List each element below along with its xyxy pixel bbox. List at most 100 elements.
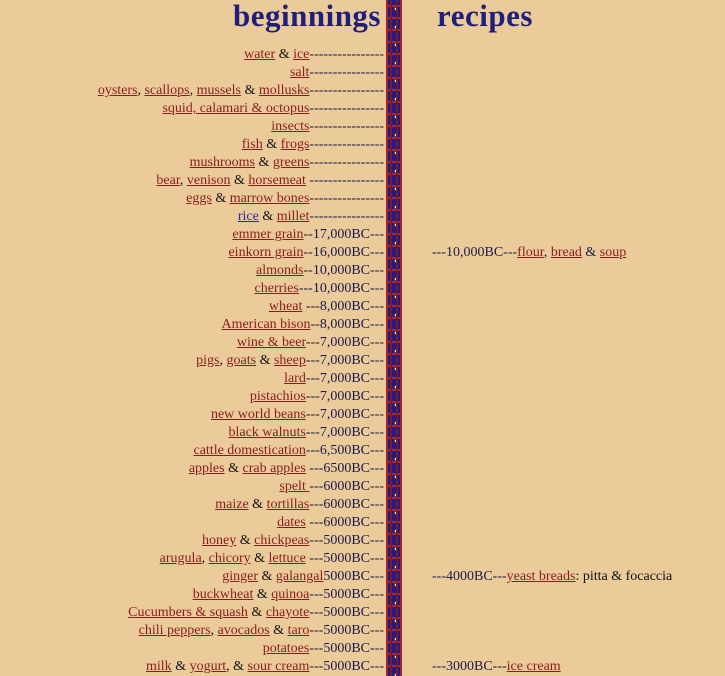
link-ice-cream[interactable]: ice cream xyxy=(506,659,561,674)
link-eggs[interactable]: eggs xyxy=(186,191,212,206)
link-quinoa[interactable]: quinoa xyxy=(271,587,310,602)
date-label: ---6,500BC--- xyxy=(305,443,384,458)
link-avocados[interactable]: avocados xyxy=(217,623,270,638)
link-einkorn-grain[interactable]: einkorn grain xyxy=(228,245,304,260)
row-text: & xyxy=(258,569,276,584)
link-milk[interactable]: milk xyxy=(146,659,172,674)
list-item: dates ---6000BC--- xyxy=(0,514,384,532)
link-new-world-beans[interactable]: new world beans xyxy=(210,407,306,422)
link-pistachios[interactable]: pistachios xyxy=(249,389,306,404)
row-text: ---3000BC--- xyxy=(432,659,507,674)
link-soup[interactable]: soup xyxy=(599,245,627,260)
link-cherries[interactable]: cherries xyxy=(254,281,299,296)
list-item: pigs, goats & sheep---7,000BC--- xyxy=(0,352,384,370)
list-item: cattle domestication---6,500BC--- xyxy=(0,442,384,460)
link-bread[interactable]: bread xyxy=(550,245,582,260)
date-label: ---5000BC--- xyxy=(309,605,384,620)
link-spelt[interactable]: spelt xyxy=(279,479,310,494)
link-mushrooms[interactable]: mushrooms xyxy=(189,155,255,170)
link-marrow-bones[interactable]: marrow bones xyxy=(229,191,310,206)
link-buckwheat[interactable]: buckwheat xyxy=(192,587,254,602)
link-mussels[interactable]: mussels xyxy=(196,83,241,98)
link-wine-beer[interactable]: wine & beer xyxy=(236,335,306,350)
date-label: ---7,000BC--- xyxy=(305,425,384,440)
link-scallops[interactable]: scallops xyxy=(144,83,190,98)
link-american-bison[interactable]: American bison xyxy=(221,317,311,332)
date-label: --8,000BC--- xyxy=(310,317,385,332)
link-sour-cream[interactable]: sour cream xyxy=(247,659,310,674)
link-oysters[interactable]: oysters xyxy=(97,83,138,98)
row-text: , & xyxy=(226,659,248,674)
link-flour[interactable]: flour xyxy=(517,245,544,260)
link-black-walnuts[interactable]: black walnuts xyxy=(228,425,306,440)
date-label: ---------------- xyxy=(305,173,384,188)
row-text: , xyxy=(219,353,227,368)
list-item: salt---------------- xyxy=(0,64,384,82)
list-item: insects---------------- xyxy=(0,118,384,136)
decorative-divider xyxy=(386,0,402,676)
link-potatoes[interactable]: potatoes xyxy=(262,641,310,656)
list-item: einkorn grain--16,000BC--- xyxy=(0,244,384,262)
link-cattle-domestication[interactable]: cattle domestication xyxy=(193,443,306,458)
link-lettuce[interactable]: lettuce xyxy=(268,551,306,566)
list-item: almonds--10,000BC--- xyxy=(0,262,384,280)
link-goats[interactable]: goats xyxy=(226,353,257,368)
list-item: cherries---10,000BC--- xyxy=(0,280,384,298)
link-almonds[interactable]: almonds xyxy=(256,263,304,278)
list-item: American bison--8,000BC--- xyxy=(0,316,384,334)
link-crab-apples[interactable]: crab apples xyxy=(242,461,306,476)
link-apples[interactable]: apples xyxy=(188,461,225,476)
list-item: spelt ---6000BC--- xyxy=(0,478,384,496)
link-millet[interactable]: millet xyxy=(276,209,310,224)
link-chili-peppers[interactable]: chili peppers xyxy=(138,623,211,638)
link-yogurt[interactable]: yogurt xyxy=(189,659,227,674)
link-ice[interactable]: ice xyxy=(293,47,310,62)
date-label: ---8,000BC--- xyxy=(302,299,384,314)
list-item: honey & chickpeas---5000BC--- xyxy=(0,532,384,550)
link-chickpeas[interactable]: chickpeas xyxy=(254,533,310,548)
row-text: , xyxy=(189,83,197,98)
link-emmer-grain[interactable]: emmer grain xyxy=(232,227,304,242)
link-arugula[interactable]: arugula xyxy=(159,551,202,566)
link-salt[interactable]: salt xyxy=(289,65,310,80)
link-rice[interactable]: rice xyxy=(237,209,259,224)
link-water[interactable]: water xyxy=(244,47,276,62)
link-squid-calamari-octopus[interactable]: squid, calamari & octopus xyxy=(162,101,310,116)
link-frogs[interactable]: frogs xyxy=(280,137,310,152)
link-fish[interactable]: fish xyxy=(241,137,263,152)
date-label: 5000BC--- xyxy=(323,569,384,584)
row-text: & xyxy=(262,137,281,152)
link-dates[interactable]: dates xyxy=(277,515,306,530)
list-item: buckwheat & quinoa---5000BC--- xyxy=(0,586,384,604)
link-venison[interactable]: venison xyxy=(186,173,231,188)
link-yeast-breads[interactable]: yeast breads xyxy=(506,569,576,584)
row-text: & xyxy=(171,659,190,674)
link-sheep[interactable]: sheep xyxy=(273,353,306,368)
link-taro[interactable]: taro xyxy=(287,623,310,638)
link-mollusks[interactable]: mollusks xyxy=(258,83,310,98)
row-text: & xyxy=(240,83,259,98)
date-label: ---5000BC--- xyxy=(309,623,384,638)
link-chicory[interactable]: chicory xyxy=(208,551,251,566)
link-maize[interactable]: maize xyxy=(215,497,249,512)
link-pigs[interactable]: pigs xyxy=(196,353,220,368)
link-chayote[interactable]: chayote xyxy=(265,605,310,620)
link-bear[interactable]: bear xyxy=(156,173,180,188)
list-item: wine & beer---7,000BC--- xyxy=(0,334,384,352)
date-label: ---6000BC--- xyxy=(309,497,384,512)
link-galangal[interactable]: galangal xyxy=(275,569,324,584)
date-label: ---------------- xyxy=(309,101,384,116)
link-lard[interactable]: lard xyxy=(284,371,306,386)
link-honey[interactable]: honey xyxy=(202,533,237,548)
row-text: & xyxy=(236,533,255,548)
link-greens[interactable]: greens xyxy=(272,155,310,170)
link-horsemeat[interactable]: horsemeat xyxy=(248,173,306,188)
row-text: & xyxy=(275,47,294,62)
link-insects[interactable]: insects xyxy=(271,119,310,134)
link-wheat[interactable]: wheat xyxy=(268,299,303,314)
date-label: ---6000BC--- xyxy=(305,515,384,530)
link-tortillas[interactable]: tortillas xyxy=(266,497,310,512)
link-cucumbers-squash[interactable]: Cucumbers & squash xyxy=(128,605,248,620)
list-item: squid, calamari & octopus---------------… xyxy=(0,100,384,118)
link-ginger[interactable]: ginger xyxy=(222,569,259,584)
